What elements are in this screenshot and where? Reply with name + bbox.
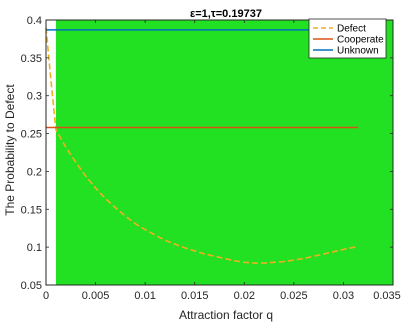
- x-tick-label: 0.02: [234, 290, 255, 302]
- legend-entry-unknown: Unknown: [337, 46, 379, 57]
- y-tick-label: 0.15: [21, 204, 42, 216]
- legend-entry-cooperate: Cooperate: [337, 35, 384, 46]
- x-tick-label: 0.005: [82, 290, 110, 302]
- x-tick-label: 0.03: [333, 290, 354, 302]
- x-tick-label: 0.01: [134, 290, 155, 302]
- x-axis-label: Attraction factor q: [179, 308, 273, 322]
- y-tick-label: 0.3: [27, 91, 42, 103]
- y-tick-label: 0.05: [21, 280, 42, 292]
- x-tick-label: 0.025: [280, 290, 308, 302]
- x-tick-label: 0.035: [373, 290, 401, 302]
- y-tick-label: 0.2: [27, 166, 42, 178]
- series-layer: [45, 27, 359, 264]
- y-tick-label: 0.4: [27, 15, 42, 27]
- y-tick-label: 0.35: [21, 53, 42, 65]
- x-axis: 0 0.005 0.01 0.015 0.02 0.025 0.03 0.035: [43, 20, 401, 302]
- x-tick-label: 0: [43, 290, 49, 302]
- series-line-defect: [45, 27, 359, 264]
- y-tick-label: 0.25: [21, 129, 42, 141]
- background-region: [55, 20, 394, 285]
- plot-frame: [45, 19, 394, 286]
- y-axis: 0.05 0.1 0.15 0.2 0.25 0.3 0.35 0.4: [21, 15, 393, 292]
- chart-title: ε=1,τ=0.19737: [190, 8, 262, 20]
- y-tick-label: 0.1: [27, 242, 42, 254]
- x-tick-label: 0.015: [181, 290, 209, 302]
- legend-entry-defect: Defect: [337, 24, 366, 35]
- y-axis-label: The Probability to Defect: [3, 84, 17, 216]
